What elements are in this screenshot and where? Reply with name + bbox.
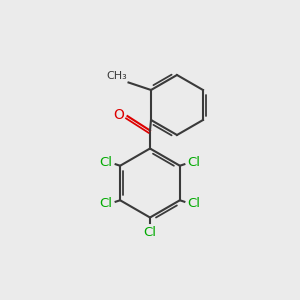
Text: Cl: Cl [100,197,112,210]
Text: CH₃: CH₃ [106,71,127,81]
Text: Cl: Cl [188,156,200,169]
Text: Cl: Cl [188,197,200,210]
Text: Cl: Cl [143,226,157,239]
Text: Cl: Cl [100,156,112,169]
Text: O: O [114,108,124,122]
